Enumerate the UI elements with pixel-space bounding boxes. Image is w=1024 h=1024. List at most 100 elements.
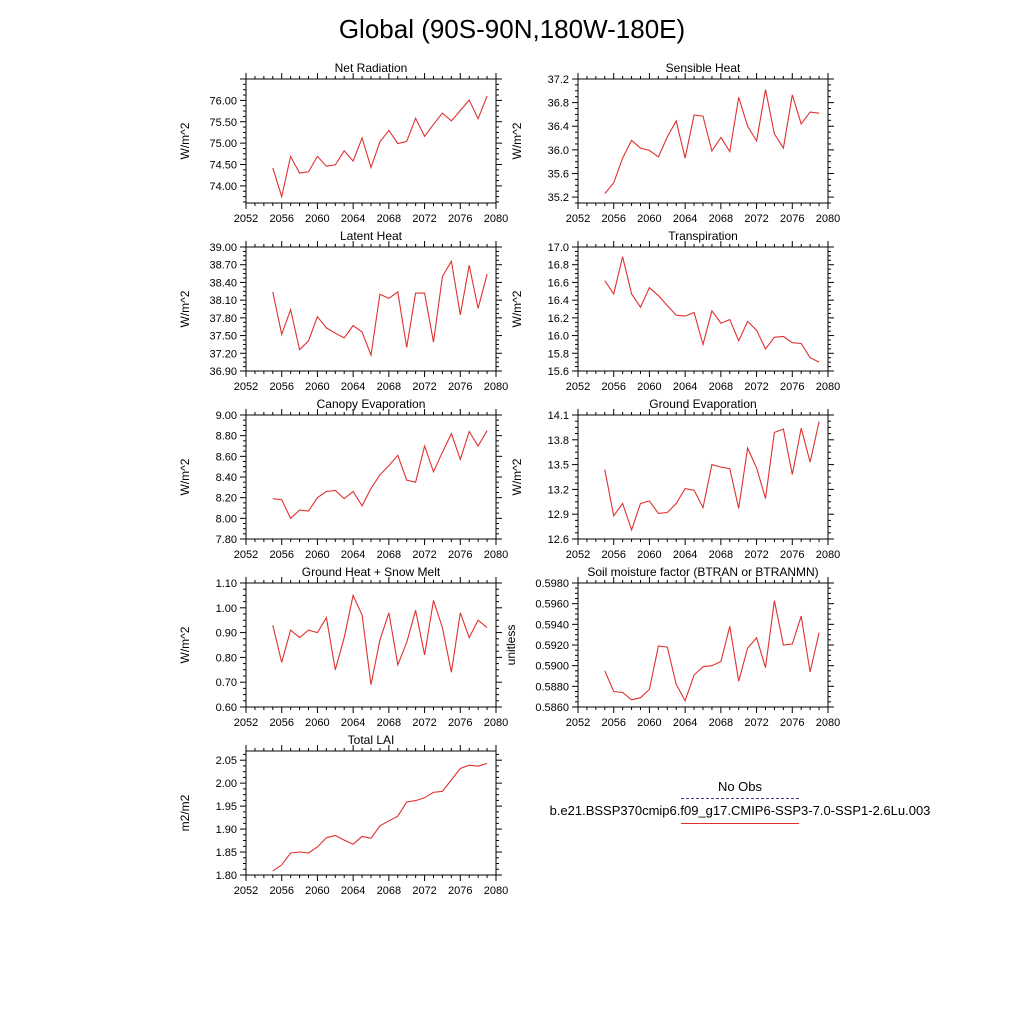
- y-tick-label: 0.5940: [535, 619, 569, 631]
- x-tick-label: 2072: [744, 213, 768, 225]
- x-tick-label: 2064: [673, 213, 697, 225]
- plot-frame: [577, 78, 829, 204]
- y-axis-label: W/m^2: [510, 122, 524, 159]
- panel-title: Ground Heat + Snow Melt: [302, 565, 441, 579]
- x-tick-label: 2076: [448, 381, 472, 393]
- y-tick-label: 15.6: [548, 366, 569, 378]
- series-line-0: [272, 95, 488, 199]
- x-tick-label: 2080: [816, 549, 840, 561]
- x-tick-label: 2064: [341, 213, 365, 225]
- x-tick-label: 2052: [566, 717, 590, 729]
- series-line-0: [604, 600, 820, 703]
- y-tick-label: 37.2: [548, 74, 569, 86]
- y-tick-label: 8.60: [216, 451, 237, 463]
- y-axis-label: W/m^2: [178, 626, 192, 663]
- x-tick-label: 2056: [269, 717, 293, 729]
- y-tick-label: 9.00: [216, 410, 237, 422]
- x-tick-label: 2052: [566, 549, 590, 561]
- x-tick-label: 2080: [816, 717, 840, 729]
- x-tick-label: 2076: [448, 549, 472, 561]
- y-tick-label: 37.50: [209, 331, 237, 343]
- x-tick-label: 2080: [484, 381, 508, 393]
- y-tick-label: 0.5920: [535, 640, 569, 652]
- y-tick-label: 8.00: [216, 513, 237, 525]
- x-tick-label: 2076: [448, 213, 472, 225]
- x-tick-label: 2064: [673, 717, 697, 729]
- y-tick-label: 1.00: [216, 603, 237, 615]
- series-line-0: [272, 593, 488, 685]
- y-tick-label: 14.1: [548, 410, 569, 422]
- series-line-0: [272, 762, 488, 872]
- chart-panel-3: 2052 2056 2060 2064 2068 2072 2076 2080 15.6 15.8…: [510, 229, 840, 393]
- y-tick-label: 38.70: [209, 260, 237, 272]
- series-line-0: [604, 421, 820, 532]
- y-tick-label: 0.70: [216, 677, 237, 689]
- y-tick-label: 1.85: [216, 847, 237, 859]
- y-tick-label: 36.0: [548, 145, 569, 157]
- x-tick-label: 2052: [234, 549, 258, 561]
- x-tick-label: 2064: [341, 381, 365, 393]
- y-axis-label: W/m^2: [178, 290, 192, 327]
- y-tick-label: 0.80: [216, 652, 237, 664]
- y-tick-label: 16.2: [548, 313, 569, 325]
- y-tick-label: 35.2: [548, 192, 569, 204]
- x-tick-label: 2056: [269, 885, 293, 897]
- legend-swatch-model: [681, 823, 799, 824]
- y-tick-label: 8.20: [216, 493, 237, 505]
- x-tick-label: 2076: [780, 213, 804, 225]
- x-tick-label: 2060: [637, 549, 661, 561]
- y-tick-label: 0.60: [216, 702, 237, 714]
- chart-panel-1: 2052 2056 2060 2064 2068 2072 2076 2080 35.2 35.6…: [510, 61, 840, 225]
- x-tick-label: 2068: [709, 549, 733, 561]
- chart-panel-4: 2052 2056 2060 2064 2068 2072 2076 2080 7.80 8.00…: [178, 397, 508, 561]
- y-tick-label: 16.0: [548, 331, 569, 343]
- y-tick-label: 16.6: [548, 277, 569, 289]
- x-tick-label: 2068: [709, 717, 733, 729]
- x-tick-label: 2064: [341, 549, 365, 561]
- y-tick-label: 1.80: [216, 870, 237, 882]
- x-tick-label: 2052: [566, 213, 590, 225]
- y-tick-label: 0.5960: [535, 599, 569, 611]
- x-tick-label: 2056: [601, 717, 625, 729]
- panel-title: Ground Evaporation: [649, 397, 756, 411]
- series-line-0: [272, 259, 488, 358]
- x-tick-label: 2076: [780, 717, 804, 729]
- y-tick-label: 0.5880: [535, 681, 569, 693]
- panel-title: Net Radiation: [335, 61, 408, 75]
- y-tick-label: 75.00: [209, 138, 237, 150]
- plot-frame: [245, 78, 497, 204]
- chart-panel-0: 2052 2056 2060 2064 2068 2072 2076 2080 74.00 74.…: [178, 61, 508, 225]
- x-tick-label: 2076: [448, 885, 472, 897]
- x-tick-label: 2068: [377, 885, 401, 897]
- x-tick-label: 2052: [234, 885, 258, 897]
- y-tick-label: 13.2: [548, 484, 569, 496]
- x-tick-label: 2052: [234, 213, 258, 225]
- y-tick-label: 17.0: [548, 242, 569, 254]
- y-axis-label: W/m^2: [178, 458, 192, 495]
- y-tick-label: 16.4: [548, 295, 569, 307]
- x-tick-label: 2072: [744, 717, 768, 729]
- x-tick-label: 2068: [709, 381, 733, 393]
- y-tick-label: 0.5860: [535, 702, 569, 714]
- x-tick-label: 2060: [305, 717, 329, 729]
- panel-title: Transpiration: [668, 229, 738, 243]
- x-tick-label: 2076: [780, 549, 804, 561]
- x-tick-label: 2072: [412, 717, 436, 729]
- panel-title: Soil moisture factor (BTRAN or BTRANMN): [587, 565, 818, 579]
- y-tick-label: 36.4: [548, 121, 569, 133]
- series-line-0: [272, 430, 488, 520]
- y-tick-label: 12.6: [548, 534, 569, 546]
- x-tick-label: 2068: [377, 549, 401, 561]
- y-tick-label: 38.10: [209, 295, 237, 307]
- x-tick-label: 2056: [601, 549, 625, 561]
- x-tick-label: 2052: [234, 717, 258, 729]
- x-tick-label: 2072: [412, 381, 436, 393]
- x-tick-label: 2064: [673, 381, 697, 393]
- x-tick-label: 2060: [637, 381, 661, 393]
- x-tick-label: 2056: [601, 213, 625, 225]
- plot-frame: [245, 750, 497, 876]
- chart-panel-5: 2052 2056 2060 2064 2068 2072 2076 2080 12.6 12.9…: [510, 397, 840, 561]
- y-tick-label: 37.20: [209, 348, 237, 360]
- x-tick-label: 2080: [484, 549, 508, 561]
